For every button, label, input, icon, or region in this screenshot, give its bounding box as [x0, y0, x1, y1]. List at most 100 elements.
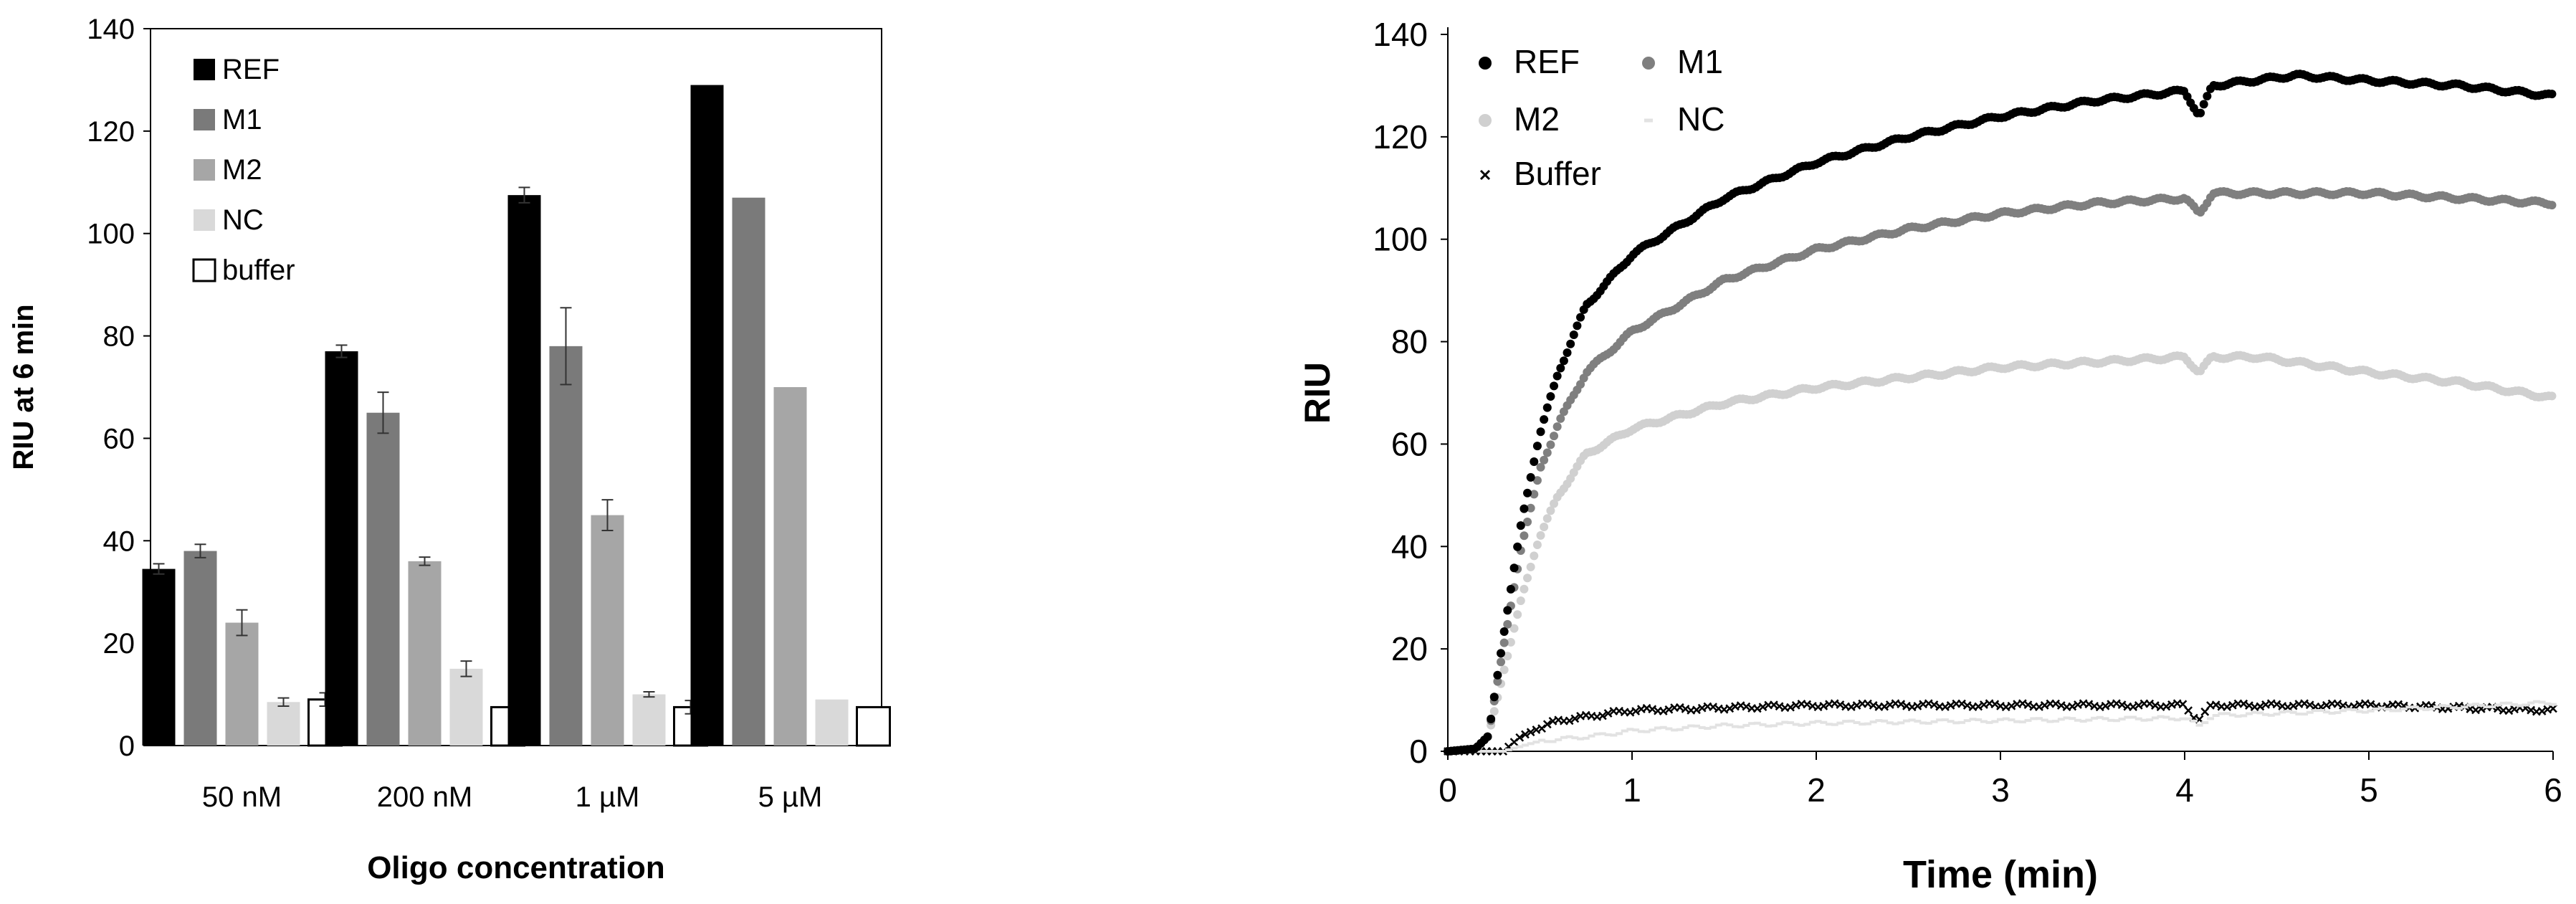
bar-m2 — [591, 515, 624, 746]
kinetics-y-tick-label: 80 — [1391, 323, 1428, 361]
kinetics-chart: 0 20 40 60 80 100 120 140 0 1 2 3 4 5 6 RIU Time (min… — [1297, 16, 2562, 896]
data-point — [1493, 677, 1502, 686]
legend-label-nc: NC — [1677, 100, 1725, 138]
data-point — [1516, 596, 1525, 605]
bar-m2 — [225, 622, 259, 746]
data-point — [1957, 699, 1966, 708]
bar-ref — [142, 568, 176, 746]
legend-marker-ref — [1479, 57, 1492, 70]
data-point — [1493, 670, 1502, 680]
data-point — [2196, 108, 2205, 118]
data-point — [1523, 518, 1532, 526]
data-point — [1506, 584, 1515, 594]
kinetics-y-tick-label: 140 — [1373, 16, 1428, 53]
data-point — [2117, 700, 2127, 710]
data-point — [2068, 702, 2077, 711]
bar-m1 — [183, 551, 217, 746]
data-point — [1520, 584, 1529, 594]
data-point — [1509, 563, 1519, 573]
data-point — [1552, 371, 1562, 381]
data-point — [1880, 702, 1889, 711]
data-point — [2549, 704, 2557, 713]
data-point — [1546, 506, 1555, 515]
data-point — [1532, 541, 1542, 549]
kinetics-y-tick-label: 40 — [1391, 528, 1428, 565]
series-m1 — [1444, 186, 2557, 756]
bar-y-tick-label: 0 — [119, 731, 135, 762]
data-point — [1499, 665, 1509, 675]
legend-swatch-buffer — [192, 258, 216, 282]
bar-y-tick-label: 120 — [87, 116, 135, 148]
data-point — [1540, 455, 1549, 465]
data-point — [1523, 574, 1532, 583]
bar-nc — [267, 702, 300, 746]
data-point — [1520, 504, 1529, 513]
data-point — [1530, 457, 1539, 466]
data-point — [1509, 624, 1519, 633]
bar-x-tick-label: 50 nM — [202, 781, 282, 813]
legend-label-nc: NC — [222, 204, 264, 236]
data-point — [1552, 422, 1562, 432]
data-point — [1487, 714, 1496, 723]
data-point — [2051, 699, 2060, 708]
data-point — [2134, 700, 2143, 710]
bar-m1 — [732, 197, 765, 746]
bar-buffer — [856, 705, 891, 747]
data-point — [1532, 442, 1542, 451]
data-point — [2040, 700, 2049, 710]
data-point — [2211, 700, 2220, 710]
data-point — [1573, 321, 1582, 330]
data-point — [1692, 705, 1701, 715]
data-point — [1546, 391, 1555, 401]
bar-legend: REF M1 M2 NC buffer — [192, 54, 295, 286]
legend-marker-buffer — [1479, 169, 1491, 181]
data-point — [1540, 522, 1549, 531]
kinetics-y-tick-label: 100 — [1373, 221, 1428, 258]
data-point — [2145, 699, 2155, 708]
data-point — [1526, 503, 1535, 513]
data-point — [1603, 709, 1613, 718]
legend-label-buffer: Buffer — [1514, 155, 1601, 192]
data-point — [2084, 700, 2094, 709]
series-ref — [1444, 70, 2557, 756]
bar-x-axis-label: Oligo concentration — [367, 850, 665, 885]
data-point — [1852, 701, 1861, 710]
data-point — [1864, 699, 1872, 708]
legend-label-m1: M1 — [222, 104, 262, 135]
data-point — [1929, 700, 1939, 709]
kinetics-y-tick-label: 60 — [1391, 425, 1428, 462]
data-point — [1513, 542, 1522, 551]
data-point — [1550, 499, 1559, 508]
data-point — [1836, 700, 1845, 709]
data-point — [2537, 707, 2547, 715]
data-point — [2184, 706, 2193, 715]
series-m2 — [1444, 351, 2557, 756]
data-point — [1530, 490, 1539, 499]
bar-x-tick-label: 200 nM — [377, 781, 472, 813]
data-point — [2547, 90, 2557, 99]
data-point — [2547, 201, 2557, 210]
kinetics-x-tick-label: 0 — [1439, 771, 1457, 809]
data-point — [1559, 356, 1568, 366]
bar-m2 — [408, 561, 442, 746]
legend-marker-m2 — [1479, 114, 1492, 127]
data-point — [2007, 701, 2016, 710]
kinetics-y-axis: 0 20 40 60 80 100 120 140 — [1373, 16, 1448, 770]
legend-swatch-nc — [194, 209, 215, 231]
bar-ref — [690, 85, 724, 746]
kinetics-legend: REF M1 M2 NC Buffer — [1479, 43, 1725, 192]
legend-label-m2: M2 — [222, 154, 262, 186]
data-point — [1523, 488, 1532, 498]
data-point — [1536, 530, 1545, 540]
bar-m1 — [366, 412, 400, 746]
data-point — [1489, 693, 1499, 702]
data-point — [2305, 700, 2314, 710]
data-point — [2289, 701, 2298, 710]
data-point — [1542, 720, 1552, 729]
kinetics-y-tick-label: 0 — [1409, 733, 1428, 770]
data-point — [1536, 427, 1545, 437]
data-point — [2023, 700, 2033, 709]
data-point — [2256, 702, 2265, 711]
data-point — [1526, 472, 1535, 482]
